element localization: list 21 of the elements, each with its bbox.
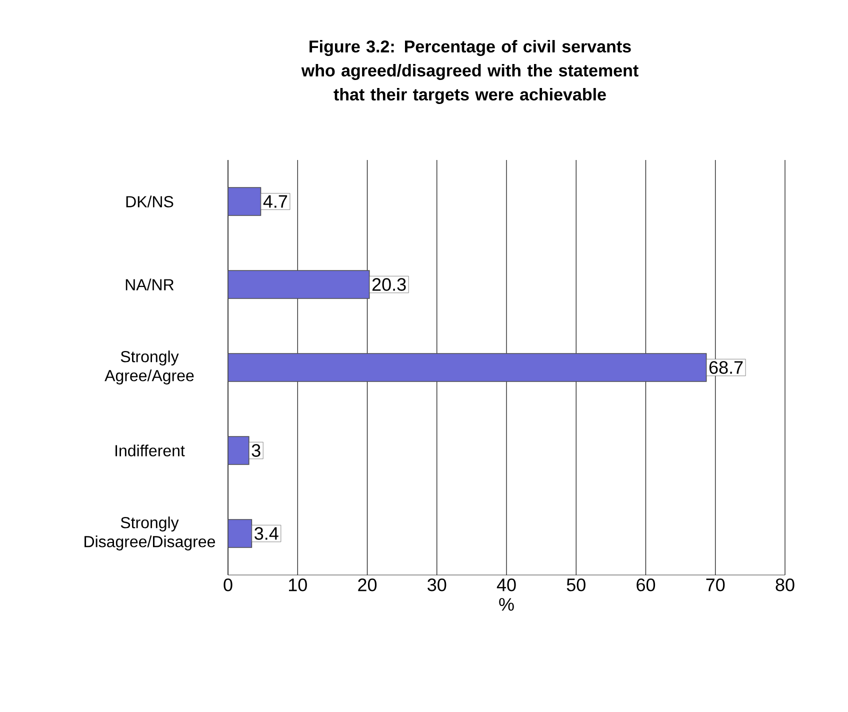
data-label: 68.7 — [709, 361, 743, 374]
x-axis-title: % — [499, 598, 514, 611]
x-tick-label: 0 — [224, 578, 232, 592]
data-label: 20.3 — [372, 278, 406, 291]
x-tick-label: 70 — [706, 578, 725, 592]
chart-title: Figure 3.2: Percentage of civil servants who agreed/disagreed with the statement that their targets were achievable — [301, 40, 638, 104]
x-tick-label: 30 — [428, 578, 446, 592]
x-tick-label: 40 — [496, 578, 516, 592]
x-tick-label: 50 — [566, 578, 586, 592]
y-tick-label: NA/NR — [126, 278, 174, 290]
y-tick-label: Indifferent — [116, 444, 185, 456]
y-tick-label: Strongly Disagree/Disagree — [84, 516, 216, 550]
x-tick-label: 60 — [636, 578, 656, 592]
y-tick-label: Strongly Agree/Agree — [104, 350, 194, 384]
data-label: 4.7 — [263, 195, 288, 208]
x-tick-label: 20 — [358, 578, 377, 592]
data-label: 3.4 — [254, 527, 278, 540]
x-tick-label: 10 — [288, 578, 307, 592]
y-tick-label: DK/NS — [126, 196, 174, 208]
data-label: 3 — [252, 444, 260, 457]
x-tick-label: 80 — [776, 578, 794, 592]
